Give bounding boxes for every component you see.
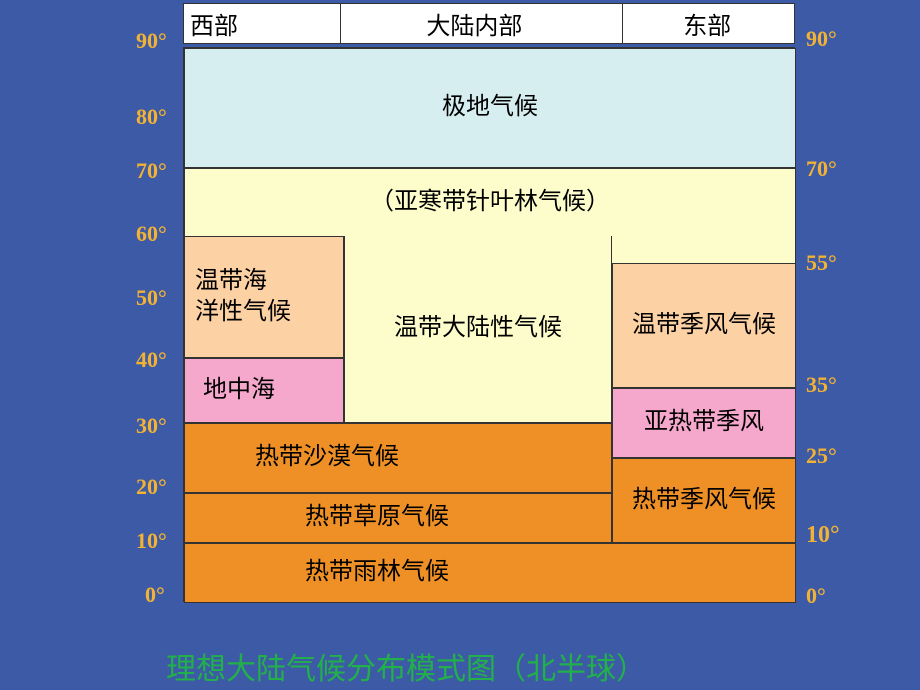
right-axis-10: 10°	[806, 522, 840, 549]
zone-tropical-desert: 热带沙漠气候	[184, 423, 612, 493]
zone-tropical-monsoon: 热带季风气候	[612, 458, 796, 543]
climate-diagram: 极地气候 （亚寒带针叶林气候） 温带海 洋性气候 温带大陆性气候 温带季风气候 …	[183, 47, 795, 602]
header-west-label: 西部	[190, 6, 238, 41]
header-row: 西部 大陆内部 东部	[183, 3, 795, 44]
zone-tropical-savanna-label: 热带草原气候	[305, 502, 449, 533]
zone-subarctic: （亚寒带针叶林气候）	[184, 168, 796, 236]
zone-temperate-continental-label: 温带大陆性气候	[394, 313, 562, 344]
zone-temperate-oceanic-label: 温带海 洋性气候	[195, 266, 291, 328]
zone-fill-above-monsoon	[612, 236, 796, 263]
zone-subarctic-label: （亚寒带针叶林气候）	[370, 187, 610, 218]
right-axis-90: 90°	[806, 26, 837, 52]
zone-tropical-rainforest: 热带雨林气候	[184, 543, 796, 603]
header-east-label: 东部	[683, 6, 731, 41]
left-axis-70: 70°	[136, 158, 167, 184]
header-west: 西部	[184, 4, 341, 43]
left-axis-60: 60°	[136, 221, 167, 247]
zone-temperate-monsoon-label: 温带季风气候	[632, 310, 776, 341]
zone-mediterranean: 地中海	[184, 358, 344, 423]
left-axis-20: 20°	[136, 474, 167, 500]
diagram-caption: 理想大陆气候分布模式图（北半球）	[166, 644, 646, 688]
zone-temperate-oceanic: 温带海 洋性气候	[184, 236, 344, 358]
right-axis-0: 0°	[806, 583, 826, 609]
zone-tropical-desert-label: 热带沙漠气候	[255, 442, 399, 473]
zone-polar: 极地气候	[184, 48, 796, 168]
zone-polar-label: 极地气候	[442, 92, 538, 123]
diagram-caption-text: 理想大陆气候分布模式图（北半球）	[166, 653, 646, 686]
zone-temperate-continental: 温带大陆性气候	[344, 236, 612, 423]
header-interior-label: 大陆内部	[426, 6, 522, 41]
right-axis-55: 55°	[806, 250, 837, 276]
left-axis-90: 90°	[136, 28, 167, 54]
header-east: 东部	[623, 4, 794, 43]
zone-mediterranean-label: 地中海	[203, 375, 275, 406]
zone-tropical-rainforest-label: 热带雨林气候	[305, 557, 449, 588]
left-axis-30: 30°	[136, 413, 167, 439]
zone-tropical-savanna: 热带草原气候	[184, 493, 612, 543]
left-axis-0: 0°	[145, 582, 165, 608]
left-axis-10: 10°	[136, 528, 167, 554]
zone-tropical-monsoon-label: 热带季风气候	[632, 485, 776, 516]
right-axis-35: 35°	[806, 372, 837, 398]
right-axis-25: 25°	[806, 443, 837, 469]
left-axis-50: 50°	[136, 285, 167, 311]
zone-temperate-monsoon: 温带季风气候	[612, 263, 796, 388]
zone-subtropical-monsoon-label: 亚热带季风	[644, 407, 764, 438]
left-axis-80: 80°	[136, 104, 167, 130]
zone-subtropical-monsoon: 亚热带季风	[612, 388, 796, 458]
right-axis-70: 70°	[806, 156, 837, 182]
header-interior: 大陆内部	[341, 4, 623, 43]
left-axis-40: 40°	[136, 347, 167, 373]
